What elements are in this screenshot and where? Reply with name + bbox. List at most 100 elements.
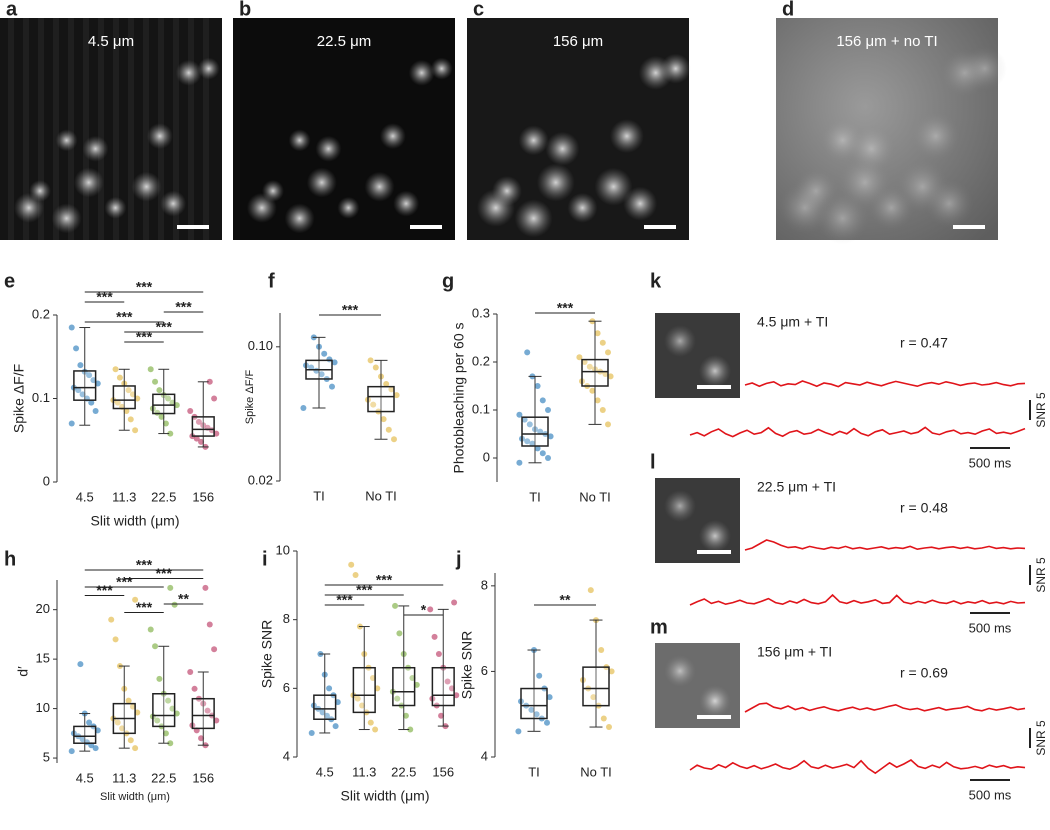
time-scale-label: 500 ms — [969, 787, 1012, 802]
cell — [514, 199, 553, 238]
data-point — [359, 702, 366, 709]
cell — [146, 123, 173, 150]
data-point — [68, 324, 75, 331]
box — [582, 666, 610, 707]
data-point — [319, 709, 326, 716]
data-point — [112, 636, 119, 643]
x-axis-label: Slit width (μm) — [91, 513, 180, 529]
box — [431, 666, 455, 707]
y-tick-label: 10 — [276, 542, 290, 557]
scale-bar — [644, 225, 676, 229]
data-point — [385, 426, 392, 433]
y-tick-label: 10 — [36, 700, 50, 715]
cell — [160, 190, 187, 217]
significance-label: * — [421, 602, 427, 618]
data-point — [427, 606, 434, 613]
data-point — [86, 372, 93, 379]
correlation: r = 0.47 — [900, 335, 948, 351]
x-axis-label: Slit width (μm) — [100, 791, 170, 803]
x-tick-label: 11.3 — [112, 770, 136, 785]
data-point — [73, 345, 80, 352]
y-tick-label: 4 — [283, 748, 290, 763]
cell — [940, 48, 989, 97]
cell — [664, 655, 696, 687]
cell — [664, 325, 696, 357]
data-point — [114, 719, 121, 726]
cell — [306, 167, 337, 198]
data-point — [451, 599, 458, 606]
data-point — [402, 712, 409, 719]
data-point — [372, 364, 379, 371]
slit-streak — [68, 18, 74, 240]
cell — [175, 59, 202, 86]
data-point — [198, 735, 205, 742]
y-axis-label: Spike ΔF/F — [11, 364, 27, 433]
data-point — [383, 381, 390, 388]
panel-letter: m — [650, 616, 668, 638]
cell — [638, 55, 673, 90]
x-tick-label: 11.3 — [352, 764, 376, 779]
data-point — [75, 387, 82, 394]
y-tick-label: 0 — [483, 449, 490, 464]
trace-label: 156 μm + TI — [757, 644, 832, 660]
x-tick-label: 4.5 — [76, 770, 94, 785]
significance-label: *** — [156, 319, 173, 335]
box — [191, 697, 215, 730]
cell — [13, 192, 44, 223]
data-point — [68, 748, 75, 755]
data-point — [587, 587, 594, 594]
box — [392, 666, 416, 707]
data-point — [132, 745, 139, 752]
data-point — [605, 349, 611, 356]
data-point — [193, 435, 200, 442]
panel-letter: i — [262, 548, 268, 570]
x-tick-label: No TI — [579, 489, 611, 504]
data-point — [123, 408, 130, 415]
correlation: r = 0.69 — [900, 665, 948, 681]
data-point — [112, 366, 119, 373]
image-label: 156 μm + no TI — [836, 33, 937, 50]
snr-scale-label: SNR 5 — [1034, 557, 1048, 593]
data-point — [77, 661, 84, 668]
y-tick-label: 0.02 — [248, 472, 273, 487]
box — [581, 358, 609, 387]
cell — [545, 131, 580, 166]
significance-label: *** — [116, 309, 133, 325]
cell — [699, 520, 731, 552]
data-point — [116, 374, 123, 381]
data-point — [132, 596, 139, 603]
y-axis-label: Photobleaching per 60 s — [451, 323, 467, 474]
cell — [364, 171, 395, 202]
data-point — [600, 715, 607, 722]
data-point — [165, 395, 172, 402]
x-tick-label: 22.5 — [391, 764, 416, 779]
data-point — [545, 455, 551, 461]
panel-letter: d — [782, 0, 794, 20]
significance-label: ** — [178, 591, 189, 607]
data-point — [590, 694, 597, 701]
trace — [689, 759, 1026, 775]
significance-label: *** — [136, 557, 153, 573]
data-point — [119, 725, 126, 732]
cell — [131, 171, 162, 202]
slit-streak — [113, 18, 119, 240]
y-tick-label: 4 — [481, 748, 488, 763]
data-point — [86, 719, 93, 726]
data-point — [329, 383, 335, 390]
data-point — [599, 339, 606, 346]
data-point — [156, 675, 163, 682]
x-tick-label: 156 — [192, 770, 214, 785]
panel-letter: k — [650, 270, 662, 292]
data-point — [300, 405, 307, 412]
data-point — [589, 387, 596, 394]
data-point — [526, 421, 533, 428]
x-tick-label: 22.5 — [151, 770, 176, 785]
cell — [536, 163, 575, 202]
data-point — [108, 616, 115, 623]
significance-label: *** — [136, 279, 153, 295]
significance-label: *** — [336, 592, 353, 608]
data-point — [187, 408, 194, 415]
data-point — [88, 399, 95, 406]
data-point — [167, 430, 174, 437]
